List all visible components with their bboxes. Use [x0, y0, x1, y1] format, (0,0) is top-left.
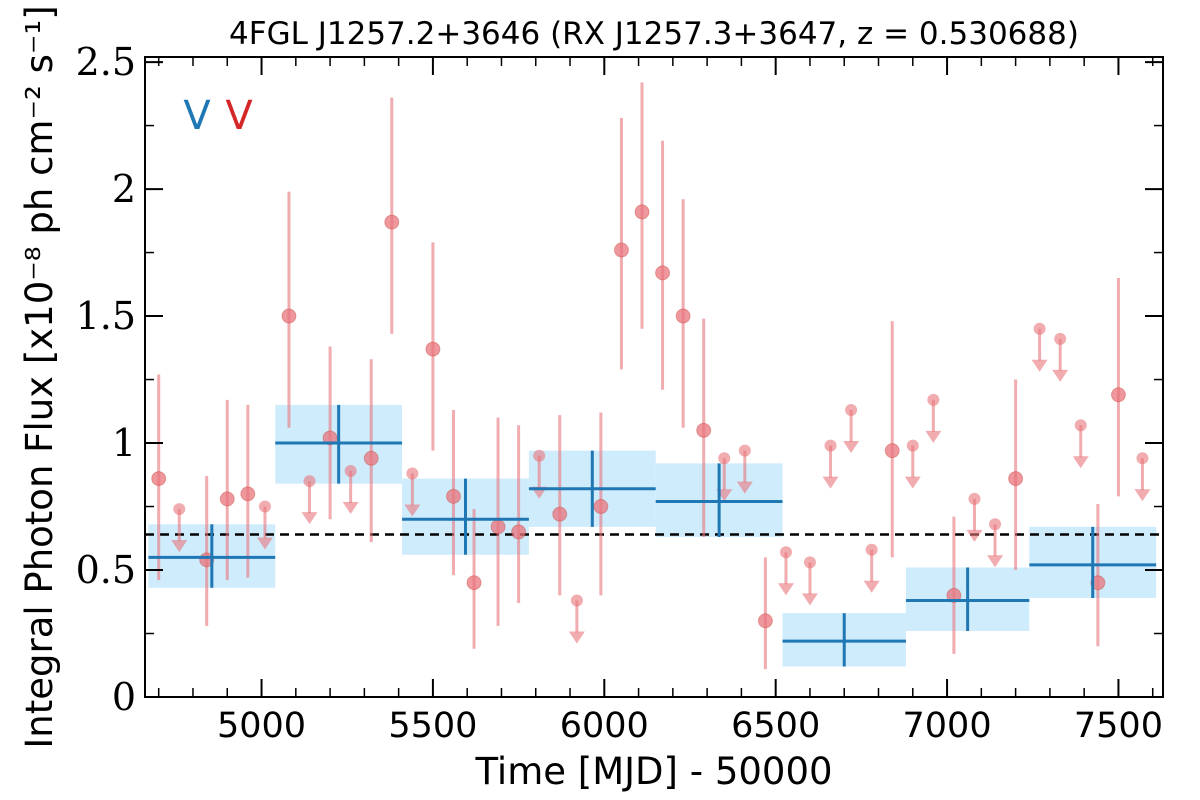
upper-limit-point	[1074, 419, 1087, 432]
upper-limit-arrow	[801, 593, 818, 606]
monthly-flux-point	[219, 491, 235, 507]
upper-limit-arrow	[171, 540, 188, 553]
monthly-flux-point	[363, 450, 379, 466]
monthly-flux-point	[675, 308, 691, 324]
upper-limit-point	[989, 518, 1002, 531]
x-tick-label: 6000	[560, 706, 649, 746]
y-tick-label: 1.5	[76, 294, 136, 338]
upper-limit-point	[845, 404, 858, 417]
upper-limit-arrow	[843, 441, 860, 454]
upper-limit-arrow	[966, 529, 983, 542]
monthly-flux-point	[1008, 471, 1024, 487]
upper-limit-point	[738, 444, 751, 457]
upper-limit-point	[406, 467, 419, 480]
legend-mark: V	[183, 93, 211, 139]
y-tick-label: 1	[112, 421, 136, 465]
upper-limit-arrow	[987, 555, 1004, 568]
monthly-flux-point	[655, 265, 671, 281]
upper-limit-point	[258, 500, 271, 513]
upper-limit-point	[344, 464, 357, 477]
monthly-flux-point	[696, 422, 712, 438]
upper-limit-point	[533, 449, 546, 462]
monthly-flux-point	[240, 486, 256, 502]
x-tick-label: 6500	[731, 706, 820, 746]
monthly-flux-point	[466, 575, 482, 591]
monthly-flux-point	[322, 430, 338, 446]
monthly-flux-point	[511, 524, 527, 540]
upper-limit-arrow	[1031, 359, 1048, 372]
y-tick-label: 2	[112, 167, 136, 211]
chart-title: 4FGL J1257.2+3646 (RX J1257.3+3647, z = …	[229, 16, 1079, 52]
monthly-flux-point	[1110, 387, 1126, 403]
upper-limit-point	[824, 439, 837, 452]
y-axis-label: Integral Photon Flux [x10⁻⁸ ph cm⁻² s⁻¹]	[18, 5, 61, 748]
upper-limit-arrow	[404, 504, 421, 517]
monthly-flux-point	[490, 519, 506, 535]
upper-limit-arrow	[1072, 456, 1089, 469]
upper-limit-arrow	[256, 537, 273, 550]
upper-limit-point	[1054, 332, 1067, 345]
monthly-flux-point	[593, 499, 609, 515]
upper-limit-point	[1033, 322, 1046, 335]
y-tick-label: 2.5	[76, 40, 136, 84]
x-tick-label: 7000	[903, 706, 992, 746]
y-tick-label: 0	[112, 675, 136, 719]
monthly-flux-point	[425, 341, 441, 357]
upper-limit-arrow	[568, 631, 585, 644]
upper-limit-arrow	[736, 481, 753, 494]
upper-limit-point	[779, 546, 792, 559]
monthly-flux-point	[384, 214, 400, 230]
monthly-flux-point	[946, 587, 962, 603]
monthly-flux-point	[634, 204, 650, 220]
x-tick-label: 7500	[1074, 706, 1163, 746]
upper-limit-arrow	[777, 583, 794, 596]
monthly-flux-point	[151, 471, 167, 487]
upper-limit-point	[803, 556, 816, 569]
plot-frame	[144, 56, 1164, 698]
upper-limit-arrow	[1134, 489, 1151, 502]
monthly-flux-point	[552, 506, 568, 522]
upper-limit-point	[927, 393, 940, 406]
upper-limit-arrow	[301, 512, 318, 525]
upper-limit-arrow	[904, 476, 921, 489]
upper-limit-point	[865, 543, 878, 556]
upper-limit-point	[303, 475, 316, 488]
upper-limit-point	[1136, 452, 1149, 465]
legend-mark: V	[225, 93, 253, 139]
upper-limit-point	[968, 492, 981, 505]
plot-area: 0 0.5 1 1.5 2 2.5 5000 5500 6000 6500 7000 7500	[76, 40, 1164, 746]
monthly-flux-point	[1090, 575, 1106, 591]
monthly-flux-point	[281, 308, 297, 324]
x-axis-label: Time [MJD] - 50000	[474, 750, 832, 793]
upper-limit-arrow	[342, 501, 359, 514]
upper-limit-arrow	[925, 430, 942, 443]
y-tick-label: 0.5	[76, 548, 136, 592]
upper-limit-arrow	[822, 476, 839, 489]
upper-limit-point	[906, 439, 919, 452]
x-tick-label: 5500	[388, 706, 477, 746]
upper-limit-arrow	[863, 580, 880, 593]
monthly-flux-point	[445, 488, 461, 504]
upper-limit-point	[718, 452, 731, 465]
monthly-flux-point	[884, 443, 900, 459]
upper-limit-arrow	[1052, 369, 1069, 382]
monthly-flux-point	[613, 242, 629, 258]
upper-limit-point	[570, 594, 583, 607]
monthly-flux-point	[757, 613, 773, 629]
upper-limit-point	[173, 503, 186, 516]
x-tick-label: 5000	[217, 706, 306, 746]
